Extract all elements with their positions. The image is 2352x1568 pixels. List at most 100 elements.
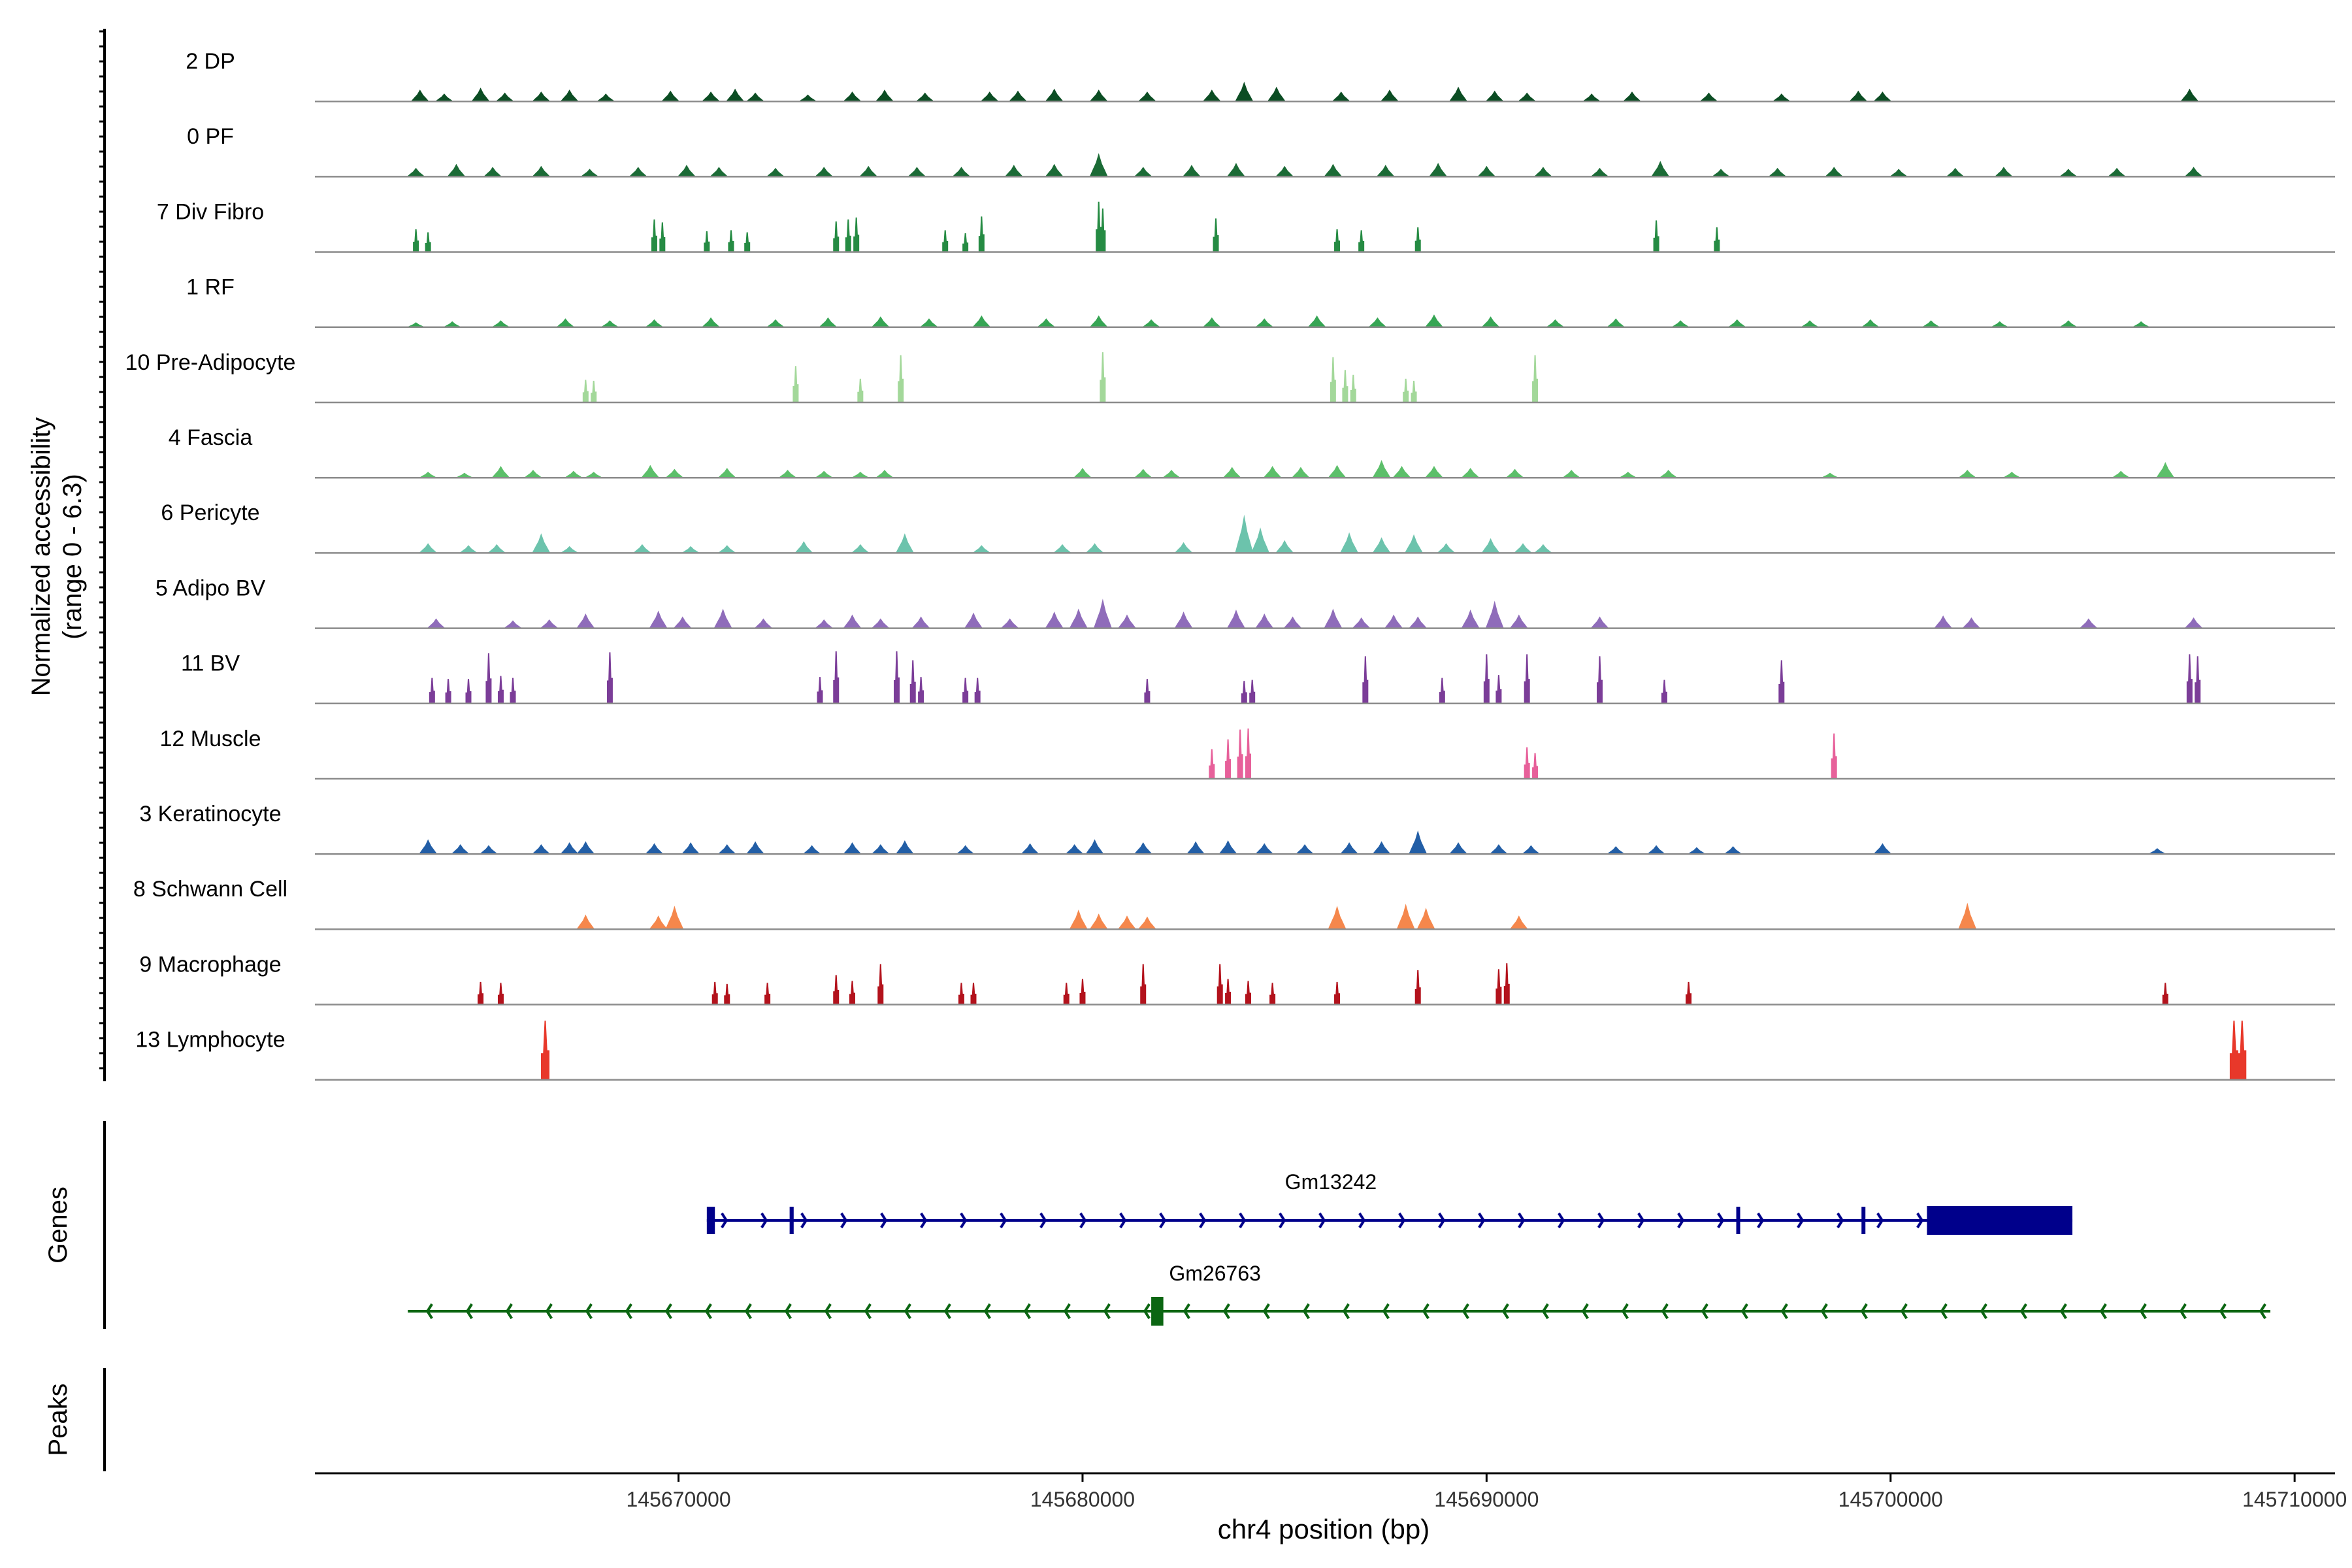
accessibility-peak <box>677 165 696 177</box>
accessibility-peak <box>1671 320 1690 327</box>
accessibility-peak <box>1661 679 1667 704</box>
accessibility-peak <box>956 845 975 855</box>
accessibility-peak <box>1137 916 1156 930</box>
accessibility-peak <box>1283 616 1302 629</box>
strand-arrow <box>1462 1303 1469 1320</box>
track-2-dp: 2 DP <box>186 49 2335 103</box>
accessibility-peak <box>1392 466 1411 478</box>
accessibility-peak <box>817 677 823 704</box>
strand-arrow <box>1797 1212 1805 1229</box>
accessibility-peak <box>972 545 991 553</box>
accessibility-peak <box>794 541 813 553</box>
accessibility-peak <box>659 222 666 252</box>
accessibility-peak <box>425 232 431 252</box>
strand-arrow <box>465 1303 473 1320</box>
strand-arrow <box>1581 1303 1589 1320</box>
accessibility-peak <box>802 845 821 855</box>
accessibility-peak <box>661 90 680 102</box>
accessibility-peak <box>1089 153 1108 177</box>
accessibility-peak <box>427 618 446 629</box>
accessibility-peak <box>1053 544 1072 553</box>
track-label: 12 Muscle <box>160 727 261 751</box>
accessibility-peak <box>717 468 736 478</box>
accessibility-peak <box>1481 538 1500 553</box>
accessibility-peak <box>478 981 484 1005</box>
strand-arrow <box>1820 1303 1828 1320</box>
accessibility-peak <box>1533 544 1552 553</box>
accessibility-peak <box>1994 167 2013 177</box>
accessibility-peak <box>1723 846 1742 855</box>
accessibility-peak <box>1424 314 1443 327</box>
accessibility-peak <box>1958 470 1977 478</box>
strand-arrow <box>1518 1212 1526 1229</box>
accessibility-peak <box>1291 466 1310 478</box>
accessibility-peak <box>1481 316 1500 327</box>
accessibility-peak <box>410 90 429 102</box>
strand-arrow <box>1398 1212 1406 1229</box>
strand-arrow <box>1119 1212 1127 1229</box>
accessibility-peak <box>2184 617 2203 629</box>
track-7-div-fibro: 7 Div Fibro <box>157 199 2335 253</box>
strand-arrow <box>2139 1303 2147 1320</box>
strand-arrow <box>920 1212 928 1229</box>
accessibility-peak <box>1483 654 1490 704</box>
accessibility-peak <box>641 465 660 478</box>
accessibility-peak <box>849 981 855 1005</box>
strand-arrow <box>1740 1303 1748 1320</box>
track-label: 6 Pericyte <box>161 500 259 525</box>
accessibility-peak <box>1485 600 1504 629</box>
strand-arrow <box>1222 1303 1230 1320</box>
accessibility-peak <box>1414 970 1421 1005</box>
accessibility-peak <box>1174 611 1193 629</box>
strand-arrow <box>664 1303 672 1320</box>
accessibility-peak <box>1409 830 1428 855</box>
strand-arrow <box>2059 1303 2067 1320</box>
accessibility-peak <box>1477 165 1496 177</box>
accessibility-peak <box>819 317 838 327</box>
accessibility-peak <box>523 470 542 478</box>
accessibility-peak <box>717 545 736 553</box>
strand-arrow <box>2259 1303 2266 1320</box>
strand-arrow <box>1382 1303 1390 1320</box>
accessibility-peak <box>1372 537 1391 553</box>
accessibility-peak <box>673 616 692 629</box>
accessibility-peak <box>895 533 914 553</box>
accessibility-peak <box>710 167 728 177</box>
accessibility-peak <box>413 229 419 252</box>
accessibility-peak <box>576 914 595 930</box>
accessibility-peak <box>497 676 504 704</box>
strand-arrow <box>721 1212 728 1229</box>
accessibility-peak <box>1505 468 1524 478</box>
track-11-bv: 11 BV <box>181 651 2335 705</box>
accessibility-peak <box>1461 609 1480 629</box>
track-13-lymphocyte: 13 Lymphocyte <box>135 1021 2335 1081</box>
accessibility-peak <box>1772 93 1791 102</box>
strand-arrow <box>983 1303 991 1320</box>
accessibility-peak <box>1307 315 1326 327</box>
accessibility-peak <box>1362 656 1369 704</box>
accessibility-peak <box>1889 169 1908 177</box>
accessibility-peak <box>681 842 700 855</box>
accessibility-peak <box>1134 842 1152 855</box>
accessibility-peak <box>962 233 969 252</box>
accessibility-peak <box>1714 227 1720 252</box>
x-tick-label: 145700000 <box>1838 1488 1943 1511</box>
accessibility-peak <box>2148 848 2166 855</box>
accessibility-peak <box>1509 614 1528 629</box>
strand-arrow <box>1637 1212 1645 1229</box>
accessibility-peak <box>1202 317 1221 327</box>
accessibility-peak <box>898 355 904 402</box>
accessibility-peak <box>1021 843 1039 855</box>
accessibility-peak <box>875 470 894 478</box>
accessibility-peak <box>1213 218 1219 252</box>
accessibility-peak <box>406 167 425 177</box>
strand-arrow <box>960 1212 968 1229</box>
accessibility-peak <box>1712 169 1731 177</box>
accessibility-peak <box>702 91 721 102</box>
accessibility-peak <box>1411 380 1417 402</box>
accessibility-peak <box>1801 320 1820 327</box>
accessibility-peak <box>2112 470 2131 478</box>
accessibility-peak <box>962 678 969 704</box>
accessibility-peak <box>649 915 668 930</box>
accessibility-peak <box>576 613 595 629</box>
